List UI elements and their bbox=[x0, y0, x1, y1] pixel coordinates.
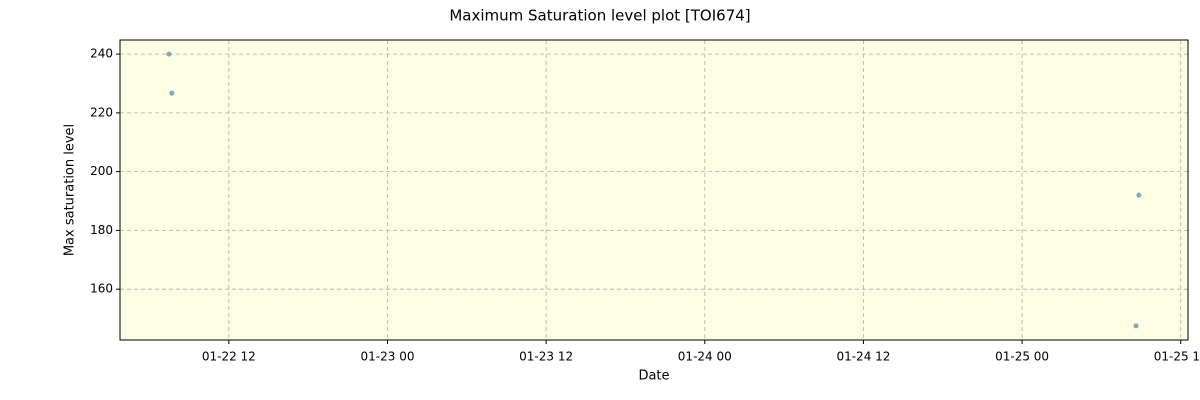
x-axis-label: Date bbox=[638, 369, 669, 384]
y-tick-label: 180 bbox=[90, 223, 113, 237]
y-tick-label: 200 bbox=[90, 164, 113, 178]
point bbox=[1133, 323, 1139, 329]
y-tick-label: 160 bbox=[90, 282, 113, 296]
chart-title: Maximum Saturation level plot [TOI674] bbox=[449, 7, 750, 25]
point bbox=[1136, 192, 1142, 198]
y-tick-label: 220 bbox=[90, 105, 113, 119]
x-tick-label: 01-25 00 bbox=[995, 350, 1049, 364]
point bbox=[169, 90, 175, 96]
x-tick-label: 01-23 12 bbox=[519, 350, 573, 364]
x-tick-label: 01-24 00 bbox=[678, 350, 732, 364]
x-tick-label: 01-25 12 bbox=[1154, 350, 1200, 364]
y-tick-label: 240 bbox=[90, 47, 113, 61]
point bbox=[166, 51, 172, 57]
x-tick-label: 01-24 12 bbox=[836, 350, 890, 364]
y-axis-label: Max saturation level bbox=[63, 124, 78, 256]
x-tick-label: 01-23 00 bbox=[361, 350, 415, 364]
x-tick-label: 01-22 12 bbox=[202, 350, 256, 364]
plot-area bbox=[120, 40, 1188, 340]
plot-frame bbox=[119, 39, 1189, 341]
